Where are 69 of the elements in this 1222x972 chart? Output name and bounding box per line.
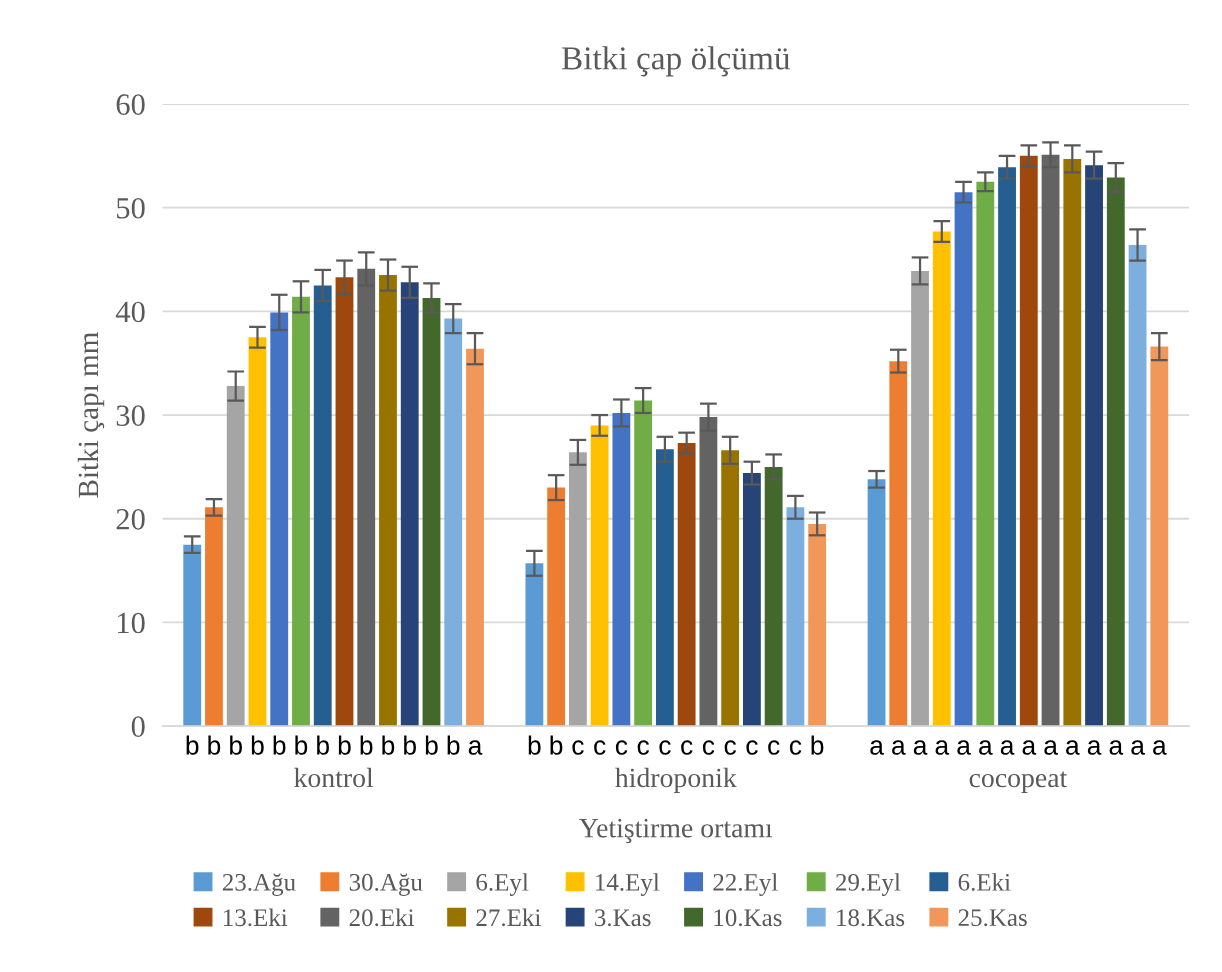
text: a xyxy=(1022,740,1037,755)
text: a xyxy=(1131,740,1145,755)
y-tick-label: 40 xyxy=(115,301,145,323)
legend-label: 10.Kas xyxy=(714,909,782,927)
text: b xyxy=(360,735,373,755)
legend-label: 6.Eyl xyxy=(476,873,529,896)
x-axis-title: Yetiştirme ortamı xyxy=(579,818,773,844)
text: b xyxy=(425,735,438,755)
text: b xyxy=(811,735,824,755)
text: a xyxy=(1044,740,1058,755)
text: a xyxy=(957,740,971,755)
text: a xyxy=(468,740,483,755)
legend-label: 23.Ağu xyxy=(222,873,296,896)
legend-label: 6.Eki xyxy=(958,873,1011,891)
text: b xyxy=(251,735,264,755)
text: c xyxy=(572,740,584,755)
text: b xyxy=(528,735,541,755)
y-tick-label: 60 xyxy=(116,94,145,115)
text: a xyxy=(913,740,928,755)
text: a xyxy=(1109,740,1124,755)
y-axis-title: Bitki çapı mm xyxy=(77,332,105,498)
text: c xyxy=(681,740,693,755)
legend-label: 25.Kas xyxy=(958,909,1027,927)
y-tick-label: 50 xyxy=(117,197,145,219)
legend-label: 20.Eki xyxy=(349,908,415,927)
text: b xyxy=(317,735,329,755)
text: a xyxy=(1087,740,1102,755)
text: c xyxy=(746,740,758,755)
text: c xyxy=(615,740,628,755)
text: b xyxy=(550,735,563,755)
text: c xyxy=(724,740,737,755)
text: b xyxy=(208,735,221,755)
x-tick-label: cocopeat xyxy=(969,771,1068,793)
legend-label: 27.Eki xyxy=(476,908,541,927)
text: a xyxy=(935,740,950,755)
text: b xyxy=(338,735,351,755)
legend-label: 30.Ağu xyxy=(349,873,423,896)
legend-label: 14.Eyl xyxy=(596,873,660,896)
text: a xyxy=(1066,740,1080,755)
text: b xyxy=(273,735,286,755)
x-tick-label: kontrol xyxy=(294,767,374,788)
legend-label: 3.Kas xyxy=(595,909,651,927)
text: b xyxy=(404,735,416,755)
chart-title: Bitki çap ölçümü xyxy=(561,46,790,77)
x-tick-label: hidroponik xyxy=(615,767,737,793)
text: b xyxy=(230,735,242,755)
text: a xyxy=(892,740,906,755)
legend-label: 22.Eyl xyxy=(713,873,778,896)
text: c xyxy=(659,740,671,755)
text: c xyxy=(702,740,715,755)
text: a xyxy=(1153,740,1167,755)
legend-label: 13.Eki xyxy=(223,908,288,927)
y-tick-label: 30 xyxy=(116,405,145,426)
text: a xyxy=(870,740,884,755)
text: c xyxy=(594,740,606,755)
text: c xyxy=(637,740,650,755)
text: b xyxy=(186,735,199,755)
text: b xyxy=(295,735,308,755)
legend-label: 18.Kas xyxy=(837,909,905,927)
y-tick-label: 0 xyxy=(131,716,145,737)
text: b xyxy=(447,735,460,755)
legend-label: 29.Eyl xyxy=(836,873,901,896)
y-tick-label: 20 xyxy=(116,509,145,530)
text: a xyxy=(979,740,993,755)
text: c xyxy=(789,740,802,755)
text: c xyxy=(768,740,780,755)
text: b xyxy=(382,735,395,755)
y-tick-label: 10 xyxy=(117,612,145,634)
text: a xyxy=(1000,740,1015,755)
